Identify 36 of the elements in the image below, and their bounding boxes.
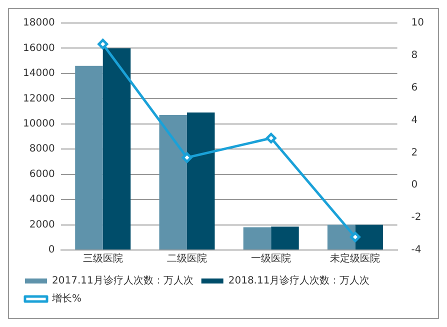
y2-tick-label: 10 [411,18,424,29]
point [98,38,108,50]
point [182,152,192,163]
bar [355,224,383,250]
x-tick-label: 一级医院 [251,252,292,265]
x-tick-label: 二级医院 [166,252,207,265]
point [266,132,276,144]
y-tick-label: 4000 [29,194,55,206]
point [350,232,360,242]
y2-tick-label: 4 [411,114,418,126]
y-tick-label: 12000 [23,93,55,104]
y-tick-label: 16000 [23,42,55,54]
y-tick-label: 14000 [23,68,55,80]
legend-label: 2017.11月诊疗人次数：万人次 [52,274,194,287]
y-tick-label: 18000 [23,18,55,29]
y-tick-label: 2000 [29,219,55,230]
bar [75,66,103,250]
x-tick-label: 三级医院 [82,252,123,265]
bar [243,227,272,250]
bar [186,112,215,250]
legend-label: 2018.11月诊疗人次数：万人次 [228,274,370,287]
y2-tick-label: 0 [411,180,418,191]
legend-label: 增长% [51,292,82,305]
y-tick-label: 6000 [29,168,55,180]
bar [159,115,187,250]
x-tick-label: 未定级医院 [330,252,380,265]
bar [271,226,299,250]
y-tick-label: 0 [48,244,55,256]
y-tick-label: 10000 [23,118,55,130]
y2-tick-label: -4 [411,244,422,256]
y2-tick-label: 6 [411,82,418,94]
y2-tick-label: 2 [411,147,418,158]
bar [102,48,131,250]
y2-tick-label: -2 [411,212,422,224]
y-tick-label: 8000 [29,144,55,155]
y2-tick-label: 8 [411,50,418,62]
